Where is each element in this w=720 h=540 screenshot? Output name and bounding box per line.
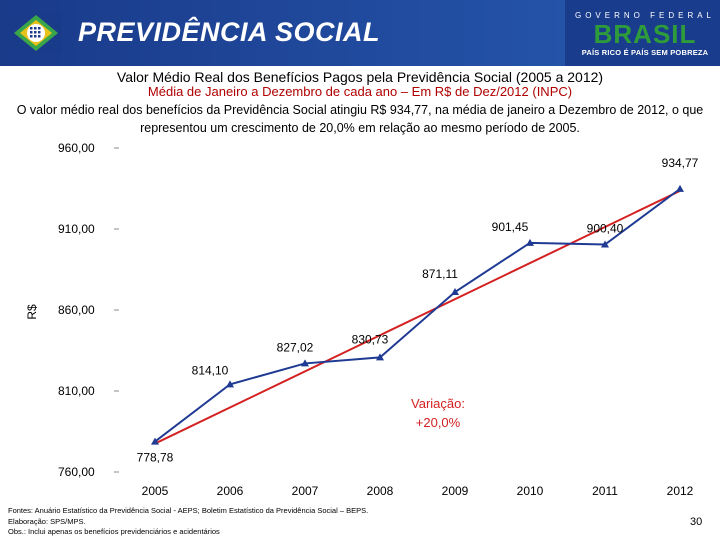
page-number: 30 (690, 516, 703, 528)
data-point-marker (676, 184, 684, 192)
brand-title: PREVIDÊNCIA SOCIAL (78, 17, 381, 47)
footnote-obs: Obs.: Inclui apenas os benefícios previd… (8, 527, 220, 536)
x-tick-label: 2006 (217, 484, 244, 498)
data-point-marker (151, 437, 159, 445)
footnotes: Fontes: Anuário Estatístico da Previdênc… (8, 506, 568, 538)
data-label: 901,45 (492, 220, 529, 234)
y-tick-label: 910,00 (58, 222, 95, 236)
slide-subtitle: Média de Janeiro a Dezembro de cada ano … (147, 84, 573, 99)
x-tick-label: 2007 (292, 484, 319, 498)
y-tick-label: 860,00 (58, 303, 95, 317)
gov-brasil-wordmark: BRASIL (593, 19, 697, 49)
previdencia-logo-icon (10, 12, 62, 54)
data-label: 830,73 (352, 332, 389, 346)
data-label: 871,11 (422, 267, 458, 281)
x-tick-label: 2009 (442, 484, 469, 498)
variation-annotation-value: +20,0% (416, 415, 461, 430)
footnote-elaboration: Elaboração: SPS/MPS. (8, 516, 86, 526)
data-label: 827,02 (277, 340, 314, 354)
series-line (154, 188, 681, 443)
x-tick-label: 2010 (517, 484, 544, 498)
data-label: 778,78 (137, 451, 174, 465)
x-tick-label: 2008 (367, 484, 394, 498)
x-tick-label: 2011 (592, 484, 618, 498)
data-label: 900,40 (587, 222, 624, 236)
x-tick-label: 2005 (142, 484, 169, 498)
y-tick-label: 760,00 (58, 465, 95, 479)
x-tick-label: 2012 (667, 484, 694, 498)
slide-description: O valor médio real dos benefícios da Pre… (16, 103, 704, 135)
data-point-marker (526, 238, 534, 246)
y-tick-label: 960,00 (58, 141, 95, 155)
data-point-marker (376, 353, 384, 361)
data-point-marker (301, 359, 309, 367)
data-label: 934,77 (662, 156, 699, 170)
data-point-marker (226, 380, 234, 388)
header-brand-area: PREVIDÊNCIA SOCIAL (0, 0, 565, 66)
y-tick-label: 810,00 (58, 384, 95, 398)
gov-slogan: PAÍS RICO É PAÍS SEM POBREZA (581, 48, 709, 57)
gov-top-label: GOVERNO FEDERAL (574, 11, 715, 20)
data-label: 814,10 (192, 363, 229, 377)
data-point-marker (601, 240, 609, 248)
footnote-source: Fontes: Anuário Estatístico da Previdênc… (8, 506, 369, 515)
header-bar: PREVIDÊNCIA SOCIAL GOVERNO FEDERAL BRASI… (0, 0, 720, 66)
variation-annotation-label: Variação: (411, 396, 465, 411)
governo-federal-logo: GOVERNO FEDERAL BRASIL PAÍS RICO É PAÍS … (570, 0, 720, 66)
y-axis-label: R$ (25, 304, 39, 320)
slide-title: Valor Médio Real dos Benefícios Pagos pe… (116, 69, 604, 85)
data-point-marker (451, 288, 459, 296)
variation-trend-line (154, 189, 681, 445)
